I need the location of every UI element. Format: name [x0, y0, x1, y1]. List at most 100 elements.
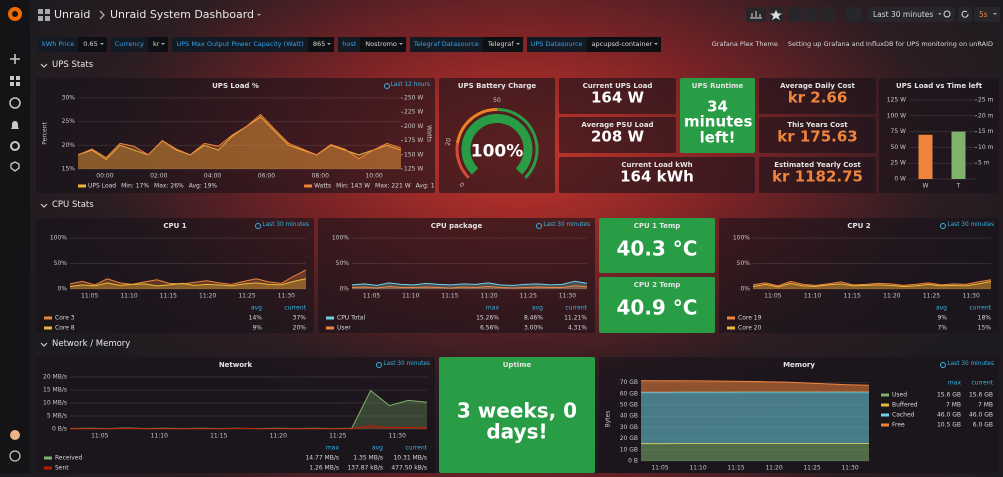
y-tick-label: 30 GB: [620, 424, 638, 431]
legend-header: avg: [372, 445, 383, 452]
legend-stat: Max: 26%: [154, 183, 184, 190]
stat-value: 40.3 °C: [603, 238, 711, 259]
dashboard-link[interactable]: Setting up Grafana and InfluxDB for UPS …: [788, 37, 993, 52]
variable-value[interactable]: Telegraf: [483, 37, 523, 52]
panel-time-info: Last 30 minutes: [536, 222, 590, 228]
variable-value[interactable]: Nostromo: [360, 37, 406, 52]
zoom-out[interactable]: [941, 7, 955, 22]
dashboard-link[interactable]: Grafana Plex Theme: [712, 37, 778, 52]
legend-stat: 7 MB: [978, 402, 993, 409]
x-tick-label: 11:05: [81, 293, 98, 300]
stat-value: kr 175.63: [763, 129, 872, 145]
x-tick-label: 11:30: [278, 293, 295, 300]
legend-stat: Min: 17%: [121, 183, 149, 190]
x-tick-label: 11:15: [727, 465, 744, 472]
variable-value[interactable]: kr: [148, 37, 168, 52]
time-picker[interactable]: Last 30 minutes: [868, 7, 945, 22]
legend-name: CPU Total: [337, 315, 365, 322]
stat-value: 164 kWh: [563, 169, 751, 185]
x-tick-label: 11:10: [151, 433, 168, 440]
legend-stat: 4.31%: [568, 325, 587, 332]
variable-value[interactable]: apcupsd-container: [587, 37, 662, 52]
legend-name: UPS Load: [88, 183, 116, 190]
x-tick-label: 11:20: [883, 293, 900, 300]
panel-title[interactable]: UPS Battery Charge: [439, 82, 555, 90]
y-tick-label: 125 W: [404, 166, 423, 173]
y-tick-label: 10 m: [978, 144, 994, 151]
settings[interactable]: [821, 7, 835, 22]
legend-stat: 7 MB: [946, 402, 961, 409]
row-title[interactable]: Network / Memory: [52, 339, 130, 349]
gauge-tick-label: 50: [493, 97, 501, 104]
tv-mode[interactable]: [845, 7, 861, 22]
x-tick-label: 11:20: [270, 433, 287, 440]
y-tick-label: 20%: [62, 142, 76, 149]
create-icon[interactable]: [10, 54, 20, 64]
legend-stat: 1.26 MB/s: [309, 465, 339, 472]
legend-swatch: [44, 327, 52, 330]
legend-stat: 1.35 MB/s: [353, 455, 383, 462]
legend-stat: 9%: [252, 325, 262, 332]
refresh[interactable]: [958, 7, 972, 22]
panel-title[interactable]: Network: [36, 361, 435, 369]
y-tick-label: 0%: [339, 286, 349, 293]
x-tick-label: 11:05: [764, 293, 781, 300]
share[interactable]: [787, 7, 801, 22]
folder[interactable]: Unraid: [54, 8, 90, 21]
refresh-interval[interactable]: 5s: [974, 7, 1000, 22]
avatar[interactable]: [10, 430, 20, 440]
legend-header: current: [284, 305, 306, 312]
y-axis-label: Percent: [42, 122, 49, 145]
x-tick-label: W: [923, 183, 929, 190]
x-tick-label: 11:30: [389, 433, 406, 440]
x-tick-label: 11:10: [689, 465, 706, 472]
y-tick-label: 0%: [57, 286, 67, 293]
save[interactable]: [804, 7, 818, 22]
row-title[interactable]: UPS Stats: [52, 60, 93, 70]
config-icon[interactable]: [11, 142, 19, 150]
variable-value[interactable]: 0.65: [78, 37, 106, 52]
dashboards-icon[interactable]: [10, 76, 14, 80]
legend-stat: 15%: [978, 325, 992, 332]
alerting-icon[interactable]: [11, 121, 19, 129]
explore-icon[interactable]: [10, 98, 20, 108]
panel-title[interactable]: UPS Load vs Time left: [879, 82, 999, 90]
panel-title[interactable]: UPS Load %: [36, 82, 435, 90]
x-tick-label: 11:15: [210, 433, 227, 440]
panel-title[interactable]: CPU 2 Temp: [599, 281, 715, 289]
legend-stat: 15.6 GB: [969, 392, 993, 399]
y-tick-label: 175 W: [404, 137, 423, 144]
sidebar: [0, 0, 30, 473]
legend-header: max: [948, 380, 962, 387]
legend-stat: 14%: [249, 315, 263, 322]
variable-value[interactable]: 865: [308, 37, 334, 52]
admin-icon[interactable]: [11, 162, 19, 171]
legend-stat: 9%: [937, 315, 947, 322]
y-tick-label: 15 m: [978, 128, 994, 135]
series-area: [641, 392, 869, 444]
panel-title[interactable]: UPS Runtime: [680, 82, 755, 90]
dashboard-title[interactable]: Unraid System Dashboard: [110, 8, 264, 21]
legend-header: avg: [532, 305, 543, 312]
legend-name: Free: [892, 422, 905, 429]
panel-title[interactable]: Memory: [599, 361, 999, 369]
y-tick-label: 10 GB: [620, 446, 638, 453]
x-tick-label: 11:15: [844, 293, 861, 300]
y-tick-label: 75 W: [891, 128, 907, 135]
panel-time-info: Last 30 minutes: [940, 222, 994, 228]
panel-title[interactable]: CPU 1 Temp: [599, 222, 715, 230]
x-tick-label: 11:20: [765, 465, 782, 472]
row-title[interactable]: CPU Stats: [52, 200, 94, 210]
gauge-value-label: 100%: [471, 142, 524, 162]
help-icon[interactable]: [10, 451, 20, 461]
y-tick-label: 50 GB: [620, 402, 638, 409]
panel-title[interactable]: Uptime: [439, 361, 595, 369]
y2-axis-label: Watts: [426, 125, 433, 142]
y-tick-label: 0%: [740, 286, 750, 293]
panel-time-info: Last 12 hours: [384, 82, 430, 88]
